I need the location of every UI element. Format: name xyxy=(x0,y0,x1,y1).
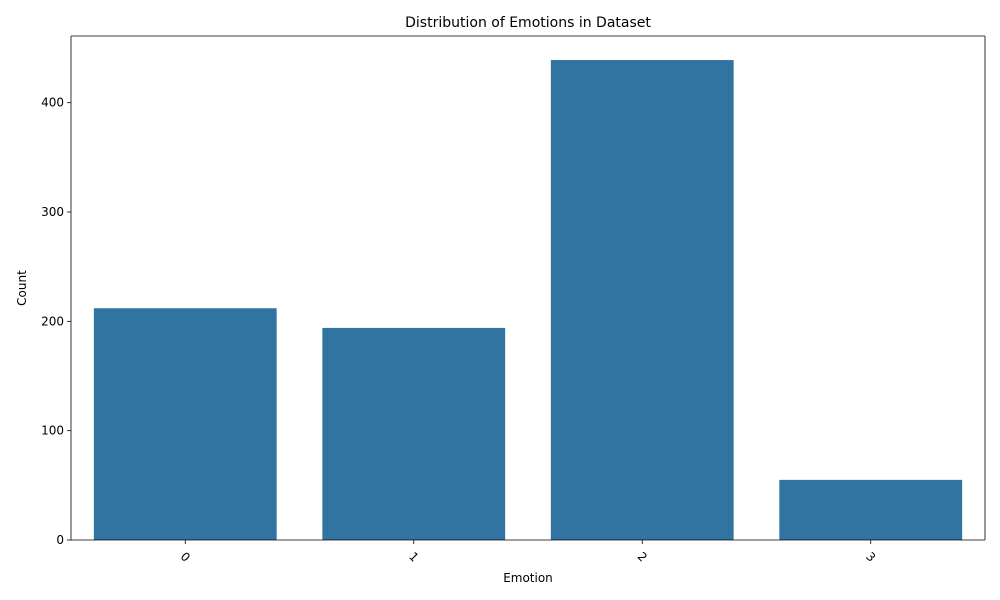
axes-group xyxy=(70,35,986,541)
bar-2 xyxy=(550,60,734,540)
bar-1 xyxy=(322,327,506,540)
bar-0 xyxy=(93,308,277,540)
x-tick-label: 0 xyxy=(178,549,193,564)
y-ticks-group: 0 100 200 300 400 xyxy=(41,96,71,547)
y-tick-label: 400 xyxy=(41,96,64,110)
y-tick-label: 100 xyxy=(41,424,64,438)
bars-group xyxy=(93,60,963,540)
y-tick-label: 300 xyxy=(41,205,64,219)
y-axis-label: Count xyxy=(15,270,29,306)
x-tick-label: 2 xyxy=(635,549,650,564)
y-tick-label: 0 xyxy=(56,533,64,547)
x-tick-label: 1 xyxy=(406,549,421,564)
x-ticks-group: 0 1 2 3 xyxy=(178,540,878,565)
bar-3 xyxy=(779,479,963,540)
chart-title: Distribution of Emotions in Dataset xyxy=(405,15,651,31)
x-tick-label: 3 xyxy=(863,549,878,564)
x-axis-label: Emotion xyxy=(503,571,553,585)
y-tick-label: 200 xyxy=(41,314,64,328)
